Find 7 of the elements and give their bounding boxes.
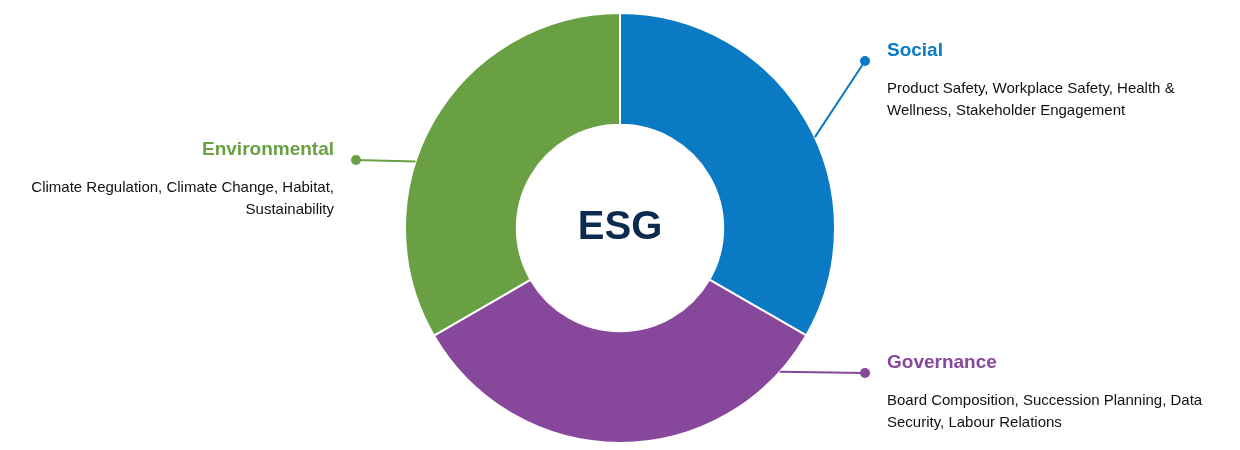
text: Climate Regulation, Climate Change, Habitat, Sustainability — [31, 178, 335, 218]
legend-label: Governance — [887, 351, 997, 373]
legend-label: Social — [887, 39, 943, 61]
text: Board Composition, Succession Planning, Data Security, Labour Relations — [887, 391, 1203, 431]
text: ESG — [577, 203, 663, 248]
text: Product Safety, Workplace Safety, Health & Wellness, Stakeholder Engagement — [887, 79, 1175, 119]
slice-label: Environmental — [202, 138, 334, 160]
